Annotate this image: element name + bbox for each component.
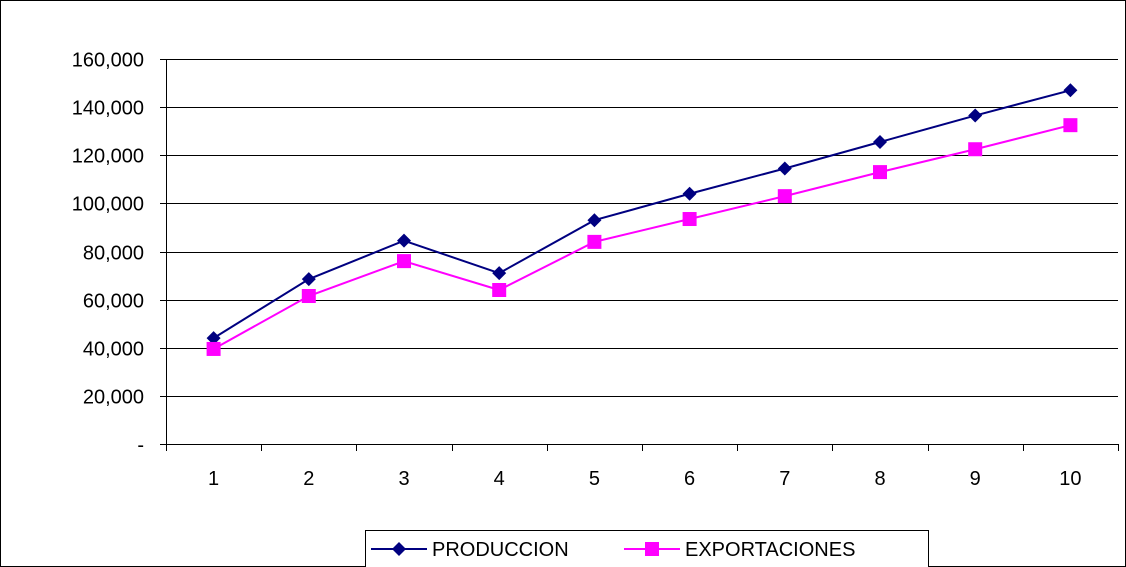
y-tick-label: 80,000 [83, 243, 144, 265]
y-tick-label: 160,000 [72, 50, 144, 72]
data-point-square [587, 234, 602, 249]
y-tick-label: 140,000 [72, 98, 144, 120]
x-tick-labels: 1 2 3 4 5 6 7 8 9 10 [208, 468, 1081, 490]
data-point-diamond [873, 135, 887, 150]
y-tick-label: 60,000 [83, 291, 144, 313]
data-point-square [873, 165, 887, 180]
axes [160, 59, 1119, 451]
data-point-diamond [968, 108, 983, 123]
x-tick-label: 3 [398, 468, 409, 490]
x-tick-label: 8 [874, 468, 885, 490]
x-tick-label: 5 [589, 468, 600, 490]
data-point-diamond [206, 331, 221, 346]
data-point-square [645, 542, 659, 556]
data-point-diamond [587, 213, 602, 228]
x-tick-label: 6 [684, 468, 695, 490]
data-point-square [777, 189, 792, 204]
data-point-square [1063, 118, 1078, 133]
series-line [213, 124, 1071, 350]
data-point-square [397, 254, 411, 269]
data-point-diamond [301, 272, 316, 287]
data-point-diamond [397, 233, 411, 248]
legend-label: PRODUCCION [432, 539, 569, 561]
y-tick-labels: - 20,000 40,000 60,000 80,000 100,000 120,000 1… [72, 50, 144, 457]
x-tick-label: 4 [494, 468, 505, 490]
x-tick-label: 1 [208, 468, 219, 490]
data-point-diamond [682, 186, 697, 201]
x-tick-label: 2 [303, 468, 314, 490]
y-tick-label: 120,000 [72, 146, 144, 168]
x-tick-label: 10 [1059, 468, 1081, 490]
data-point-diamond [777, 161, 792, 176]
legend-item-produccion: PRODUCCION [371, 539, 569, 561]
y-tick-label: 100,000 [72, 194, 144, 216]
data-point-square [206, 341, 221, 356]
data-point-square [492, 283, 507, 297]
series-produccion [206, 83, 1078, 346]
series-lines [206, 83, 1078, 356]
data-point-diamond [492, 266, 507, 281]
data-point-diamond [392, 542, 406, 556]
data-point-square [301, 289, 316, 304]
x-tick-label: 7 [779, 468, 790, 490]
legend-label: EXPORTACIONES [685, 539, 855, 561]
y-tick-label: - [137, 435, 144, 457]
legend-item-exportaciones: EXPORTACIONES [624, 539, 855, 561]
y-tick-label: 40,000 [83, 339, 144, 361]
data-point-diamond [1063, 83, 1078, 98]
y-tick-label: 20,000 [83, 387, 144, 409]
data-point-square [968, 142, 983, 157]
legend: PRODUCCION EXPORTACIONES [365, 530, 929, 567]
series-line [213, 89, 1071, 339]
x-tick-label: 9 [970, 468, 981, 490]
series-exportaciones [206, 118, 1078, 356]
data-point-square [682, 212, 697, 227]
gridlines [166, 59, 1118, 397]
